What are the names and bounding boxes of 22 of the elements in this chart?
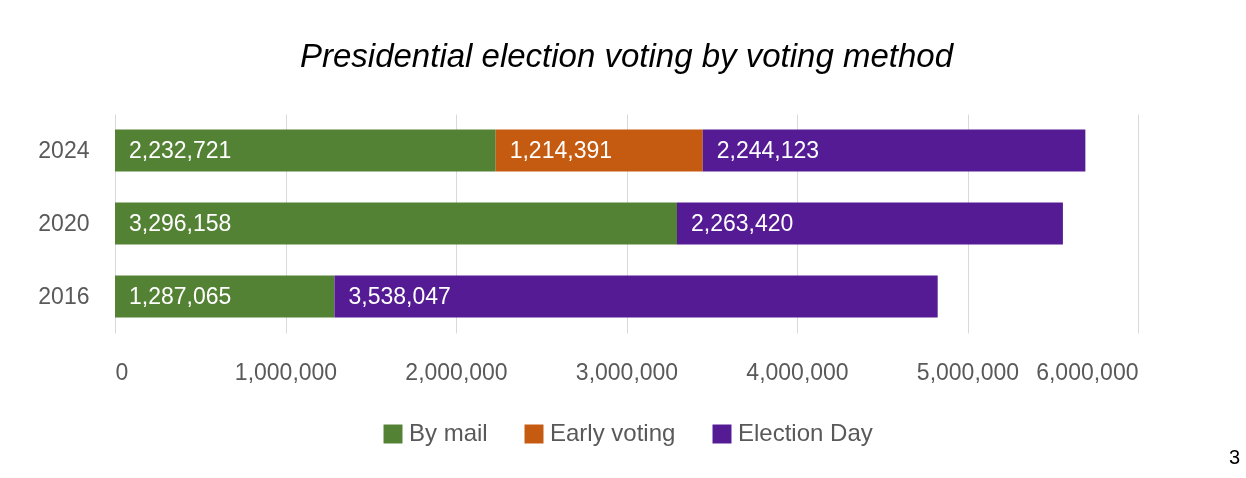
x-tick-label: 3,000,000 <box>575 358 679 385</box>
data-label: 2,232,721 <box>129 136 232 163</box>
x-tick-label: 2,000,000 <box>405 358 508 385</box>
data-label: 1,214,391 <box>509 136 613 163</box>
data-label: 3,296,158 <box>129 209 232 236</box>
legend-label: Election Day <box>738 419 873 446</box>
legend-label: Early voting <box>550 419 676 446</box>
chart-title: Presidential election voting by voting method <box>299 37 955 74</box>
x-tick-label: 6,000,000 <box>1036 358 1139 385</box>
legend-label: By mail <box>409 419 488 446</box>
text: 3 <box>1228 446 1240 469</box>
x-tick-label: 0 <box>115 358 129 385</box>
data-label: 3,538,047 <box>348 282 451 309</box>
data-label: 1,287,065 <box>129 282 232 309</box>
data-label: 2,244,123 <box>716 136 820 163</box>
x-tick-label: 1,000,000 <box>234 358 338 385</box>
x-tick-label: 4,000,000 <box>746 358 849 385</box>
data-label: 2,263,420 <box>690 209 794 236</box>
y-tick-label: 2016 <box>38 282 90 309</box>
y-tick-label: 2024 <box>38 136 90 163</box>
x-tick-label: 5,000,000 <box>916 358 1020 385</box>
y-tick-label: 2020 <box>38 209 90 236</box>
